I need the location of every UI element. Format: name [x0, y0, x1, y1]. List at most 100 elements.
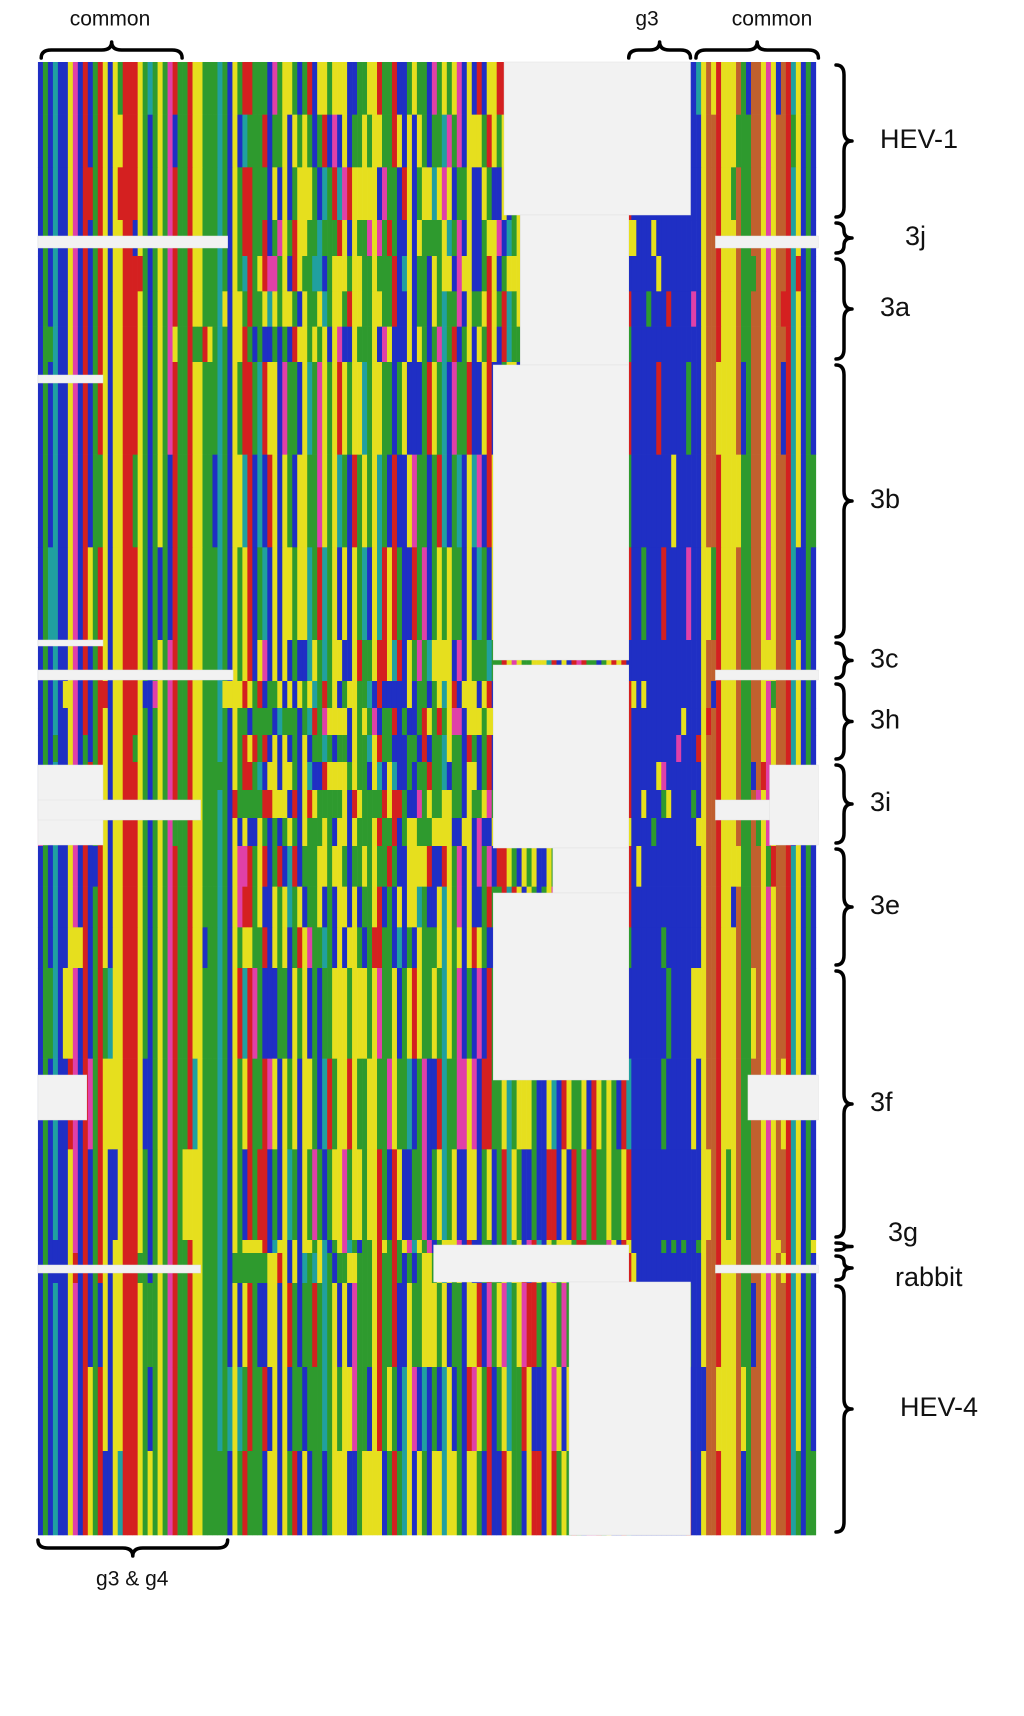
- alignment-cell: [681, 818, 687, 847]
- alignment-cell: [461, 846, 468, 887]
- alignment-cell: [701, 362, 707, 455]
- alignment-cell: [396, 708, 403, 736]
- alignment-cell: [676, 708, 682, 736]
- alignment-cell: [37, 681, 44, 709]
- alignment-cell: [671, 762, 677, 791]
- alignment-cell: [137, 1058, 143, 1150]
- alignment-cell: [441, 640, 448, 682]
- alignment-cell: [755, 968, 762, 1059]
- alignment-cell: [97, 640, 104, 682]
- alignment-cell: [197, 708, 203, 736]
- alignment-cell: [367, 1240, 373, 1254]
- alignment-cell: [411, 790, 418, 819]
- alignment-cell: [626, 735, 632, 763]
- alignment-cell: [790, 167, 797, 221]
- alignment-cell: [232, 1058, 238, 1150]
- alignment-cell: [87, 1451, 94, 1536]
- alignment-cell: [42, 326, 49, 363]
- alignment-cell: [142, 167, 148, 221]
- alignment-cell: [591, 640, 597, 682]
- alignment-cell: [755, 547, 762, 641]
- alignment-cell: [656, 762, 662, 791]
- alignment-cell: [775, 547, 782, 641]
- alignment-cell: [416, 1253, 423, 1284]
- alignment-cell: [162, 62, 168, 115]
- alignment-cell: [72, 1451, 79, 1536]
- alignment-cell: [292, 968, 298, 1059]
- alignment-cell: [192, 640, 198, 682]
- alignment-cell: [810, 454, 817, 548]
- alignment-cell: [451, 927, 458, 969]
- alignment-cell: [332, 114, 338, 168]
- alignment-cell: [102, 291, 109, 327]
- alignment-cell: [516, 1283, 522, 1368]
- alignment-cell: [661, 790, 667, 819]
- alignment-cell: [152, 968, 158, 1059]
- alignment-cell: [317, 547, 323, 641]
- alignment-cell: [147, 62, 153, 115]
- alignment-cell: [187, 818, 193, 847]
- alignment-cell: [262, 1149, 268, 1241]
- alignment-cell: [386, 708, 393, 736]
- alignment-cell: [42, 640, 49, 682]
- alignment-cell: [800, 454, 807, 548]
- alignment-cell: [671, 291, 677, 327]
- alignment-cell: [282, 886, 288, 928]
- alignment-cell: [656, 291, 662, 327]
- alignment-cell: [800, 256, 807, 292]
- alignment-cell: [267, 1253, 273, 1284]
- alignment-cell: [182, 362, 188, 455]
- alignment-cell: [476, 968, 483, 1059]
- alignment-cell: [227, 846, 233, 887]
- alignment-cell: [731, 1283, 737, 1368]
- alignment-cell: [671, 681, 677, 709]
- alignment-cell: [731, 708, 737, 736]
- alignment-cell: [292, 846, 298, 887]
- alignment-cell: [42, 1149, 49, 1241]
- alignment-cell: [416, 735, 423, 763]
- alignment-cell: [382, 114, 388, 168]
- alignment-cell: [187, 362, 193, 455]
- alignment-cell: [760, 927, 767, 969]
- alignment-cell: [476, 790, 483, 819]
- alignment-cell: [177, 968, 183, 1059]
- alignment-cell: [656, 256, 662, 292]
- alignment-cell: [217, 968, 223, 1059]
- alignment-cell: [666, 1058, 672, 1150]
- alignment-cell: [775, 640, 782, 682]
- alignment-cell: [62, 291, 69, 327]
- alignment-cell: [456, 256, 463, 292]
- alignment-cell: [77, 62, 84, 115]
- gap-region: [433, 1244, 629, 1283]
- alignment-cell: [277, 846, 283, 887]
- alignment-cell: [451, 846, 458, 887]
- alignment-cell: [372, 846, 378, 887]
- alignment-cell: [780, 114, 787, 168]
- alignment-cell: [332, 1367, 338, 1452]
- alignment-cell: [97, 362, 104, 455]
- alignment-cell: [232, 167, 238, 221]
- alignment-cell: [222, 1283, 228, 1368]
- alignment-cell: [62, 968, 69, 1059]
- alignment-cell: [347, 1149, 353, 1241]
- alignment-cell: [506, 1283, 512, 1368]
- alignment-cell: [117, 968, 124, 1059]
- alignment-cell: [362, 790, 368, 819]
- alignment-cell: [292, 62, 298, 115]
- alignment-cell: [755, 886, 762, 928]
- alignment-cell: [97, 708, 104, 736]
- alignment-cell: [755, 1149, 762, 1241]
- alignment-cell: [701, 1253, 707, 1284]
- alignment-cell: [257, 1149, 263, 1241]
- alignment-cell: [297, 1451, 303, 1536]
- alignment-cell: [157, 762, 163, 791]
- alignment-cell: [681, 790, 687, 819]
- alignment-cell: [77, 114, 84, 168]
- alignment-cell: [272, 1283, 278, 1368]
- alignment-cell: [202, 1283, 208, 1368]
- alignment-cell: [62, 927, 69, 969]
- alignment-cell: [372, 762, 378, 791]
- alignment-cell: [755, 362, 762, 455]
- alignment-cell: [661, 362, 667, 455]
- alignment-cell: [471, 1149, 478, 1241]
